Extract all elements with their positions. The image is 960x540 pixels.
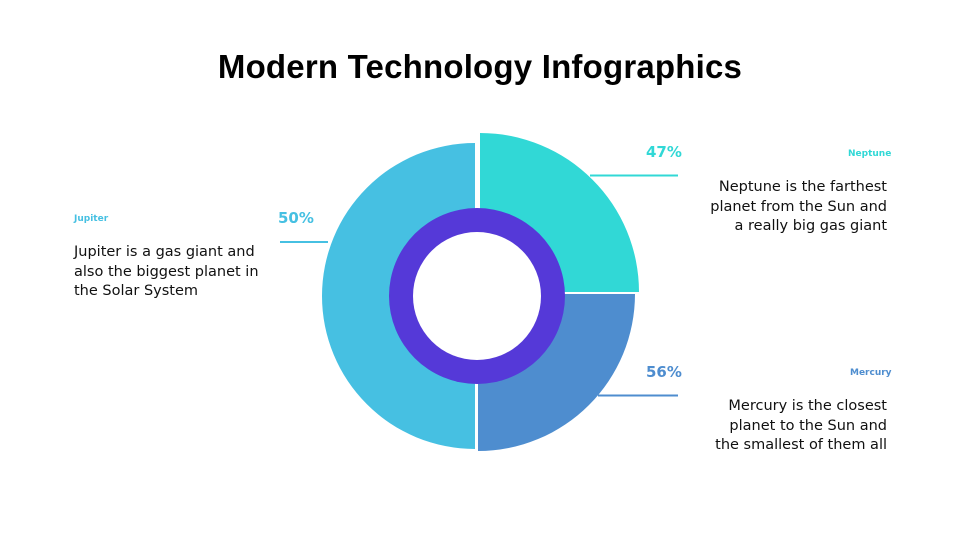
description-mercury: Mercury is the closest planet to the Sun… xyxy=(686,397,887,456)
description-line: Jupiter is a gas giant and xyxy=(74,244,255,260)
donut-center-hole xyxy=(413,232,541,360)
description-line: also the biggest planet in xyxy=(74,263,259,280)
description-line: the Solar System xyxy=(74,283,199,299)
data-label-neptune: 47% xyxy=(646,143,682,161)
description-line: planet from the Sun and xyxy=(710,198,887,215)
description-line: planet to the Sun and xyxy=(729,417,887,434)
description-line: a really big gas giant xyxy=(734,218,887,234)
page-title: Modern Technology Infographics xyxy=(217,48,743,85)
description-line: Mercury is the closest xyxy=(728,398,887,414)
description-line: Neptune is the farthest xyxy=(718,179,887,195)
data-label-mercury: 56% xyxy=(646,363,682,381)
data-label-jupiter: 50% xyxy=(278,209,314,227)
description-neptune: Neptune is the farthest planet from the … xyxy=(686,178,887,237)
description-jupiter: Jupiter is a gas giant and also the bigg… xyxy=(74,243,274,302)
legend-label-neptune: Neptune xyxy=(848,149,892,159)
legend-label-jupiter: Jupiter xyxy=(74,214,109,224)
legend-label-mercury: Mercury xyxy=(850,368,892,378)
description-line: the smallest of them all xyxy=(715,437,887,453)
